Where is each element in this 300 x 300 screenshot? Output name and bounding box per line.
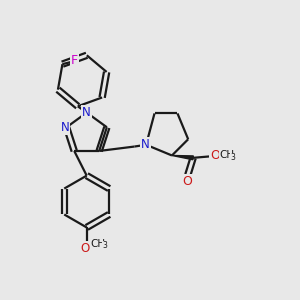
Text: 3: 3 bbox=[102, 241, 107, 250]
Text: O: O bbox=[182, 175, 192, 188]
Text: CH: CH bbox=[90, 238, 105, 249]
Text: O: O bbox=[81, 242, 90, 255]
Polygon shape bbox=[172, 155, 193, 160]
Text: N: N bbox=[141, 138, 150, 151]
Text: N: N bbox=[61, 121, 69, 134]
Text: 3: 3 bbox=[230, 153, 235, 162]
Text: N: N bbox=[82, 106, 91, 118]
Text: CH: CH bbox=[219, 151, 234, 160]
Text: O: O bbox=[210, 149, 220, 162]
Text: F: F bbox=[71, 54, 78, 67]
